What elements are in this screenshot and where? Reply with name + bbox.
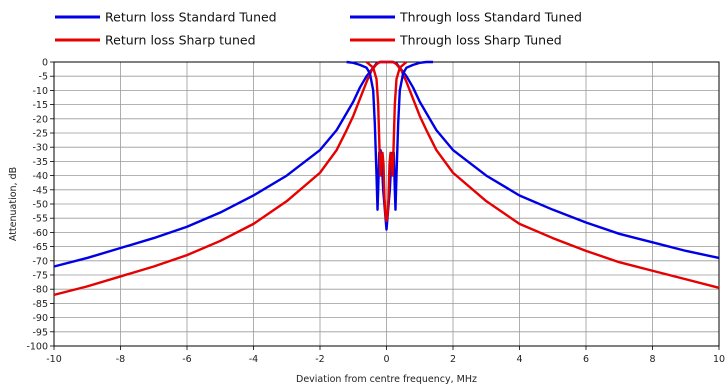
x-tick-label: 0 [383, 354, 389, 365]
y-tick-label: -30 [32, 143, 48, 154]
y-tick-label: -95 [32, 327, 48, 338]
y-tick-label: -25 [32, 129, 48, 140]
grid [53, 61, 720, 347]
x-tick-label: -10 [46, 354, 62, 365]
x-tick-label: 4 [516, 354, 522, 365]
x-axis-ticks: -10 -8 -6 -4 -2 0 2 4 6 8 10 [46, 346, 725, 365]
y-tick-label: -85 [32, 299, 48, 310]
y-tick-label: -20 [32, 114, 48, 125]
y-axis-ticks: 0 -5 -10 -15 -20 -25 -30 -35 -40 -45 -50 -55 -60 -65 -… [26, 58, 54, 353]
y-axis-label: Attenuation, dB [8, 167, 19, 241]
x-tick-label: 6 [583, 354, 589, 365]
y-tick-label: -45 [32, 185, 48, 196]
legend-label: Through loss Sharp Tuned [399, 33, 562, 48]
y-tick-label: -55 [32, 214, 48, 225]
y-tick-label: -75 [32, 271, 48, 282]
y-tick-label: -60 [32, 228, 48, 239]
y-tick-label: -15 [32, 100, 48, 111]
x-tick-label: 10 [713, 354, 725, 365]
series-line-through-loss-sharp-tuned [53, 60, 720, 297]
y-tick-label: -40 [32, 171, 48, 182]
y-tick-label: -10 [32, 86, 48, 97]
legend-label: Return loss Sharp tuned [105, 33, 256, 48]
x-tick-label: -8 [116, 354, 125, 365]
x-axis-label: Deviation from centre frequency, MHz [296, 374, 477, 385]
legend-label: Through loss Standard Tuned [399, 10, 582, 25]
y-tick-label: -90 [32, 313, 48, 324]
y-tick-label: 0 [42, 58, 48, 69]
x-tick-label: -6 [182, 354, 191, 365]
y-tick-label: -65 [32, 242, 48, 253]
y-tick-label: -70 [32, 256, 48, 267]
x-tick-label: -2 [315, 354, 324, 365]
x-tick-label: 2 [450, 354, 456, 365]
y-tick-label: -50 [32, 200, 48, 211]
x-tick-label: 8 [649, 354, 655, 365]
y-tick-label: -35 [32, 157, 48, 168]
y-tick-label: -5 [39, 72, 48, 83]
y-tick-label: -80 [32, 285, 48, 296]
y-tick-label: -100 [26, 342, 48, 353]
x-tick-label: -4 [249, 354, 258, 365]
series-lines [53, 60, 720, 297]
series-line-return-loss-sharp-tuned [365, 61, 408, 223]
legend-label: Return loss Standard Tuned [105, 10, 277, 25]
legend: Return loss Standard Tuned Through loss S… [55, 10, 582, 48]
